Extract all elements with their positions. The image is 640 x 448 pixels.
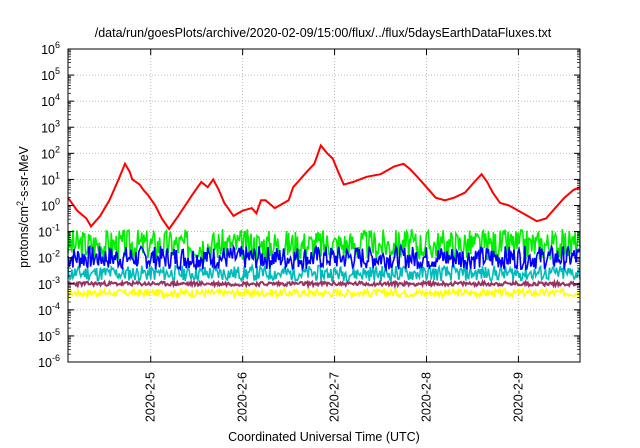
series-line-1 [67, 228, 581, 263]
series-line-3 [67, 262, 581, 283]
y-tick-label: 101 [41, 170, 60, 187]
series-line-2 [67, 243, 581, 273]
y-axis-label: protons/cm2-s-sr-MeV [15, 145, 31, 267]
y-tick-label: 102 [41, 144, 60, 161]
x-tick-label: 2020-2-7 [328, 372, 342, 422]
y-tick-label: 104 [41, 92, 60, 109]
x-axis: 2020-2-5 2020-2-6 2020-2-7 2020-2-8 2020-2-9 [144, 49, 525, 422]
x-tick-label: 2020-2-5 [144, 372, 158, 422]
data-series [67, 143, 581, 300]
y-tick-label: 10-4 [38, 301, 60, 318]
series-line-5 [67, 278, 581, 290]
y-axis: 10-6 10-5 10-4 10-3 10-2 10-1 100 101 102 103 104 1… [38, 40, 580, 370]
y-tick-label: 10-5 [38, 327, 60, 344]
x-tick-label: 2020-2-6 [236, 372, 250, 422]
x-axis-label: Coordinated Universal Time (UTC) [228, 430, 420, 444]
y-tick-label: 10-1 [38, 223, 60, 240]
grid-lines [68, 49, 580, 362]
x-tick-label: 2020-2-9 [511, 372, 525, 422]
y-tick-label: 100 [41, 197, 60, 214]
chart-title: /data/run/goesPlots/archive/2020-02-09/1… [95, 26, 552, 40]
series-line-0 [67, 143, 581, 231]
y-tick-label: 105 [41, 66, 60, 83]
y-tick-label: 106 [41, 40, 60, 57]
y-tick-label: 10-6 [38, 353, 60, 370]
y-tick-label: 10-3 [38, 275, 60, 292]
y-tick-label: 10-2 [38, 249, 60, 266]
series-line-4 [67, 286, 581, 300]
x-tick-label: 2020-2-8 [419, 372, 433, 422]
y-tick-label: 103 [41, 118, 60, 135]
